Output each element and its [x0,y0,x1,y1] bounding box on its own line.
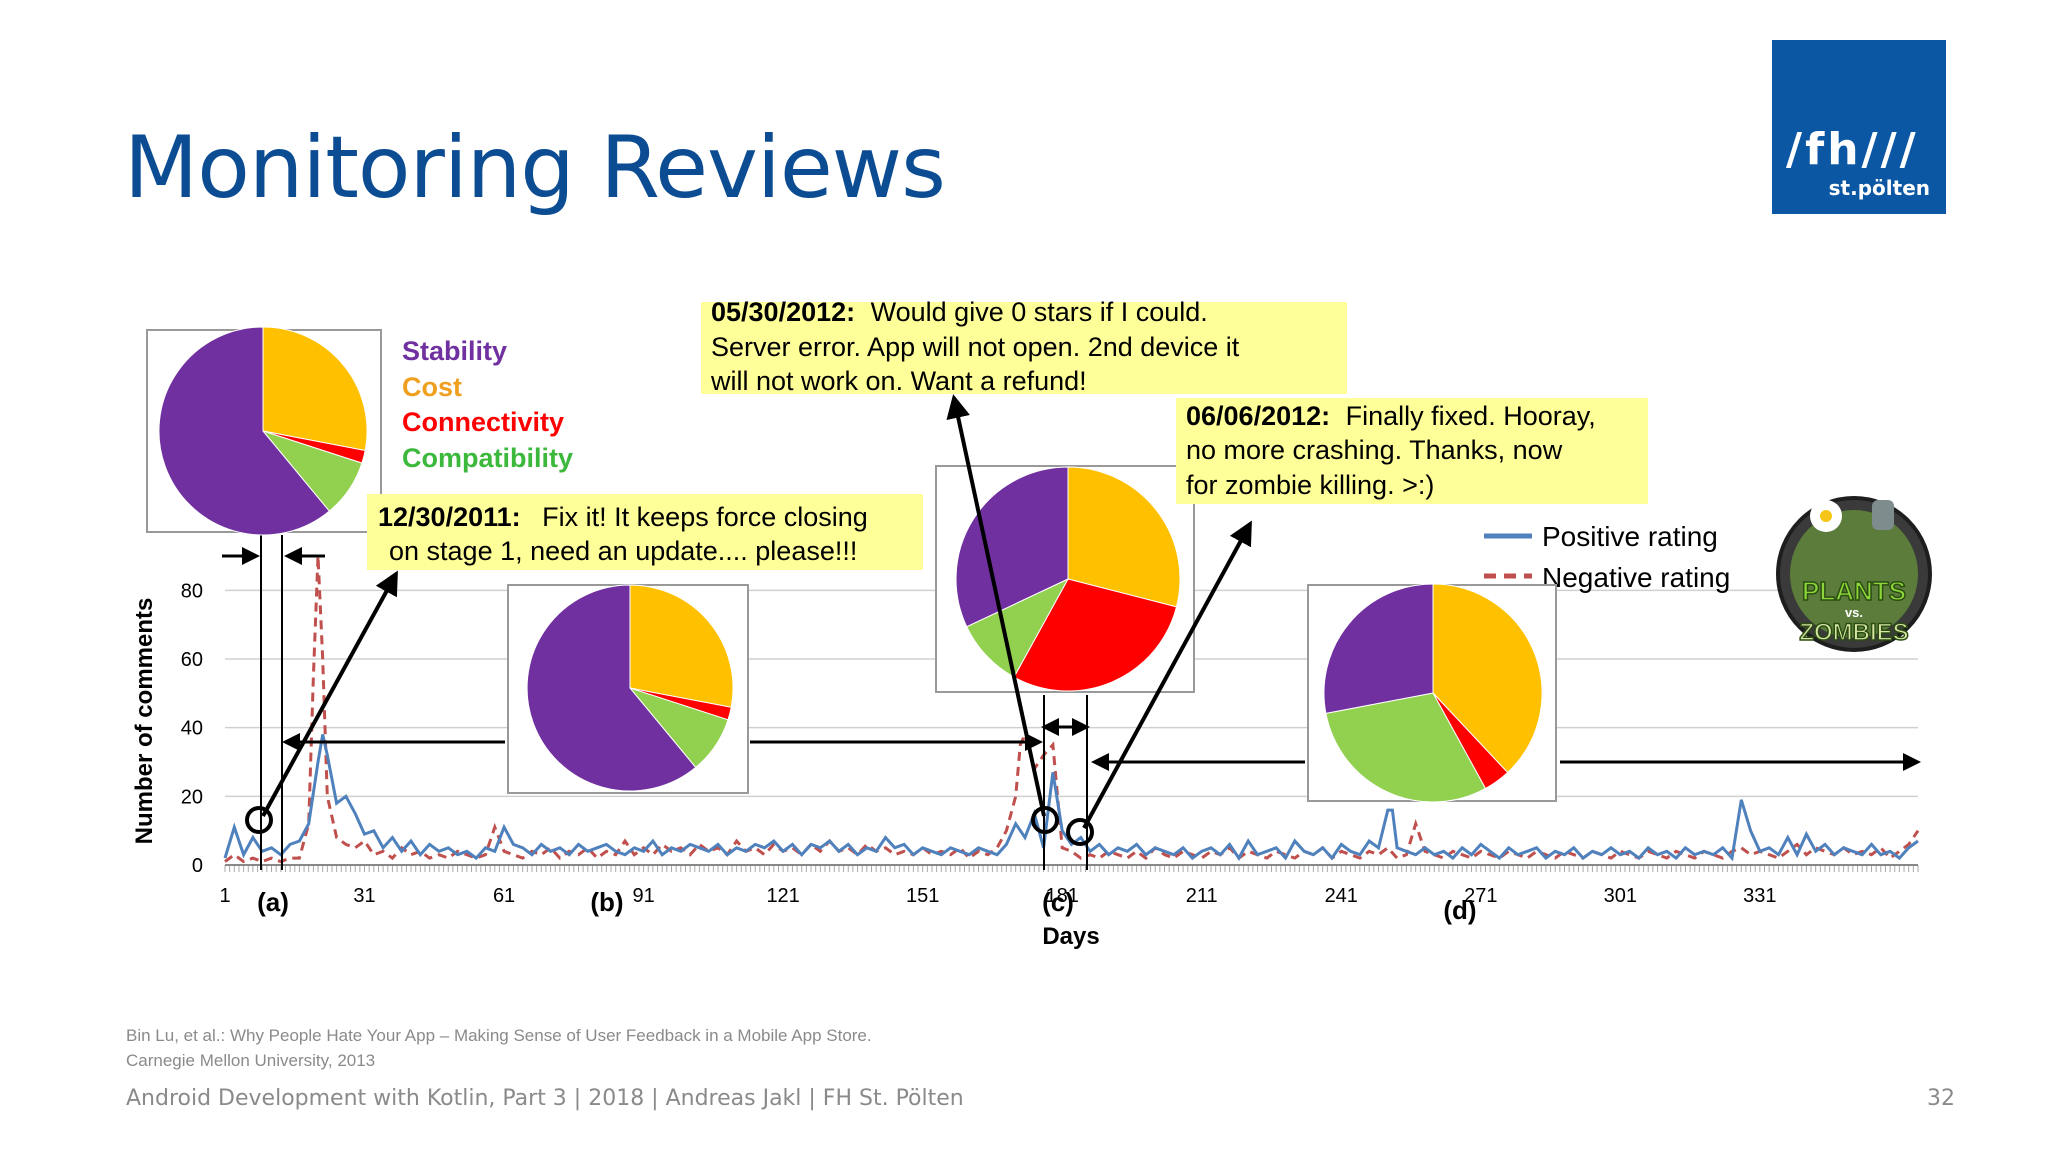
pie-slice-connectivity [1013,578,1178,692]
footer: Android Development with Kotlin, Part 3 … [126,1086,964,1111]
pie-slice-stability [526,584,697,792]
period-arrows [222,547,1921,771]
y-tick-label: 40 [181,718,203,740]
x-tick-label: 151 [906,885,939,907]
chart-legend: Positive rating Negative rating [1484,521,1730,593]
badge-text-plants: PLANTS [1802,576,1906,606]
x-tick-label: 31 [353,885,375,907]
annotation-text: on stage 1, need an update.... please!!! [389,536,857,566]
y-tick-label: 20 [181,786,203,808]
callout-arrows [261,394,1252,829]
fh-st-poelten-logo: /fh/// st.pölten [1772,40,1946,214]
period-label-c: (c) [1042,887,1074,917]
annotation-text: no more crashing. Thanks, now [1186,435,1563,465]
x-tick-label: 1 [219,885,230,907]
citation: Bin Lu, et al.: Why People Hate Your App… [126,1023,872,1073]
pie-slice-stability [1323,583,1434,714]
x-tick-label: 91 [632,885,654,907]
citation-line: Bin Lu, et al.: Why People Hate Your App… [126,1026,872,1045]
legend-label-positive: Positive rating [1542,521,1718,552]
category-label-connectivity: Connectivity [402,407,564,437]
annotation-date: 12/30/2011: [378,502,521,532]
annotation-text: Server error. App will not open. 2nd dev… [711,332,1240,362]
x-tick-label: 331 [1743,885,1776,907]
y-tick-label: 60 [181,649,203,671]
x-tick-label: 121 [766,885,799,907]
annotation-may-2012: 05/30/2012: Would give 0 stars if I coul… [701,297,1347,396]
x-tick-label: 211 [1186,885,1218,907]
annotation-text: Finally fixed. Hooray, [1346,401,1596,431]
annotation-text: for zombie killing. >:) [1186,470,1434,500]
pie-slice-stability [158,326,331,536]
pie-chart-a [158,326,368,536]
svg-text:12/30/2011: Fix it! It k: 12/30/2011: Fix it! It keeps force closi… [378,502,868,532]
logo-text-city: st.pölten [1828,176,1930,200]
y-axis-label: Number of comments [131,598,158,845]
slide-title: Monitoring Reviews [124,118,946,218]
page-number: 32 [1927,1086,1955,1111]
category-legend: Stability Cost Connectivity Compatibilit… [402,336,573,473]
x-axis: 1 31 61 91 121 151 181 211 241 271 301 331 [219,865,1919,907]
annotation-text: will not work on. Want a refund! [710,366,1087,396]
pie-chart-d [1323,583,1543,803]
annotation-date: 06/06/2012: [1186,401,1330,431]
legend-label-negative: Negative rating [1542,562,1730,593]
x-tick-label: 301 [1604,885,1637,907]
badge-text-vs: vs. [1845,605,1863,620]
x-tick-label: 61 [493,885,515,907]
event-circle [1031,806,1059,834]
pie-chart-c [955,466,1181,692]
zombie-icon [1872,500,1894,530]
annotation-dec-2011: 12/30/2011: Fix it! It keeps force closi… [367,494,923,570]
pie-slice-cost [1432,583,1543,774]
svg-text:06/06/2012: Finally fixe: 06/06/2012: Finally fixed. Hooray, [1186,401,1596,431]
badge-text-zombies: ZOMBIES [1799,619,1908,646]
y-tick-label: 80 [181,580,203,602]
x-tick-label: 241 [1325,885,1358,907]
citation-line: Carnegie Mellon University, 2013 [126,1051,376,1070]
pie-slice-cost [629,584,734,708]
annotation-text: Would give 0 stars if I could. [871,297,1208,327]
event-circle [1066,818,1094,846]
period-label-a: (a) [257,887,289,917]
x-tick-label: 181 [1046,885,1079,907]
plants-vs-zombies-badge: PLANTS vs. ZOMBIES [1776,496,1932,652]
negative-rating-line [224,555,1920,864]
pie-slice-cost [1067,466,1181,608]
category-label-stability: Stability [402,336,507,366]
pie-slice-stability [955,466,1069,628]
y-tick-label: 0 [192,855,203,877]
period-label-d: (d) [1443,895,1476,925]
y-axis: 0 20 40 60 80 [181,580,203,877]
annotation-jun-2012: 06/06/2012: Finally fixed. Hooray, no mo… [1176,398,1648,504]
period-label-b: (b) [590,887,623,917]
event-circle [245,806,273,834]
x-axis-label: Days [1042,923,1099,950]
positive-rating-line [223,734,1919,862]
logo-text-fh: /fh/// [1786,124,1919,175]
x-tick-label: 271 [1464,885,1497,907]
annotation-text: Fix it! It keeps force closing [542,502,868,532]
category-label-compatibility: Compatibility [402,443,573,473]
pie-slice-compatibility [1325,692,1487,803]
pie-slice-cost [262,326,368,452]
event-markers [245,806,1094,846]
annotation-date: 05/30/2012: [711,297,855,327]
pie-chart-b [526,584,734,792]
svg-text:05/30/2012: Would give 0: 05/30/2012: Would give 0 stars if I coul… [711,297,1208,327]
category-label-cost: Cost [402,372,462,402]
